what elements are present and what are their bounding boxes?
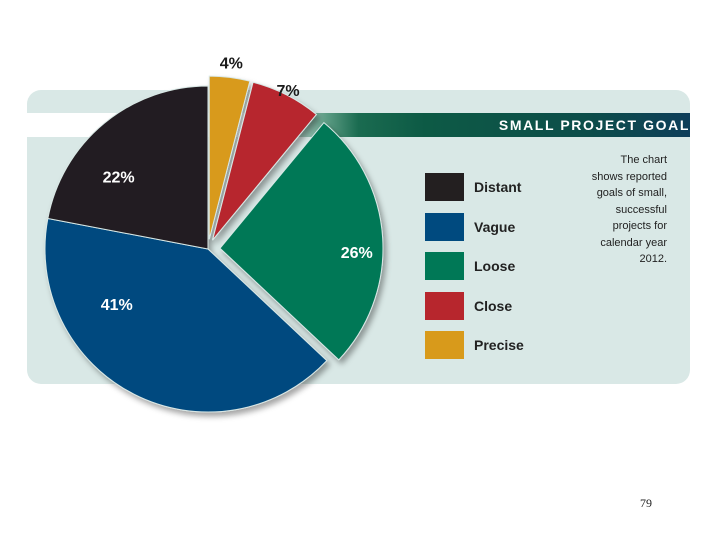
legend-swatch-close [425,291,464,320]
legend-swatch-loose [425,252,464,280]
chart-note: The chart shows reported goals of small, su… [572,152,667,268]
legend-label-precise: Precise [474,337,524,353]
legend-label-vague: Vague [474,218,516,235]
pie-slice-close [212,81,318,241]
note-line: The chart [620,154,667,166]
pie-label-vague: 41% [101,297,133,314]
pie-slice-loose [219,121,384,361]
legend-swatch-distant [425,173,464,201]
legend-label-distant: Distant [474,179,522,195]
pie-label-close: 7% [276,83,299,100]
pie-label-distant: 22% [103,169,135,186]
page-number: 79 [640,496,652,510]
note-line: projects for [612,220,667,232]
note-line: successful [615,203,667,216]
note-line: 2012. [639,253,667,265]
pie-slice-distant [47,85,209,250]
pie-slice-vague [44,217,328,413]
legend-swatch-precise [425,331,464,359]
legend-label-loose: Loose [474,258,516,274]
legend-item-vague: Vague [425,212,545,241]
pie-slice-precise [208,75,251,240]
legend-item-loose: Loose [425,252,545,280]
legend-label-close: Close [474,297,513,314]
legend-item-close: Close [425,291,545,320]
legend-swatch-vague [425,212,464,241]
chart-title: SMALL PROJECT GOAL [498,117,690,133]
note-line: shows reported [591,170,667,183]
legend-item-distant: Distant [425,173,545,201]
note-line: goals of small, [596,187,667,199]
pie-label-precise: 4% [220,56,243,73]
legend-item-precise: Precise [425,331,545,359]
pie-label-loose: 26% [341,245,373,262]
note-line: calendar year [600,236,667,249]
